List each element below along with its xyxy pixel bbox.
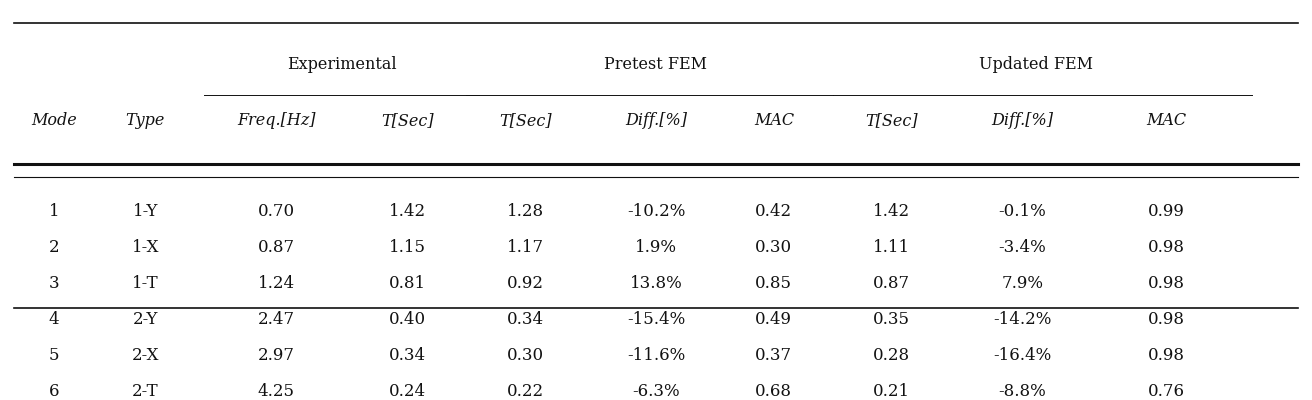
Text: MAC: MAC	[754, 112, 794, 129]
Text: 0.30: 0.30	[756, 239, 792, 256]
Text: 6: 6	[49, 383, 59, 400]
Text: 2.47: 2.47	[257, 311, 295, 328]
Text: 0.42: 0.42	[756, 203, 792, 220]
Text: 1.42: 1.42	[872, 203, 911, 220]
Text: Freq.[Hz]: Freq.[Hz]	[237, 112, 316, 129]
Text: 0.98: 0.98	[1148, 275, 1185, 292]
Text: -14.2%: -14.2%	[993, 311, 1052, 328]
Text: 4.25: 4.25	[258, 383, 295, 400]
Text: T[Sec]: T[Sec]	[866, 112, 918, 129]
Text: 2-Y: 2-Y	[133, 311, 157, 328]
Text: 13.8%: 13.8%	[630, 275, 682, 292]
Text: Experimental: Experimental	[287, 56, 396, 72]
Text: 0.40: 0.40	[388, 311, 426, 328]
Text: Diff.[%]: Diff.[%]	[625, 112, 687, 129]
Text: 1.17: 1.17	[506, 239, 543, 256]
Text: -3.4%: -3.4%	[998, 239, 1047, 256]
Text: -16.4%: -16.4%	[993, 347, 1052, 364]
Text: 0.35: 0.35	[874, 311, 911, 328]
Text: 2.97: 2.97	[258, 347, 295, 364]
Text: 1-X: 1-X	[131, 239, 159, 256]
Text: MAC: MAC	[1147, 112, 1186, 129]
Text: 1.11: 1.11	[872, 239, 911, 256]
Text: Updated FEM: Updated FEM	[979, 56, 1093, 72]
Text: 0.81: 0.81	[388, 275, 426, 292]
Text: 0.98: 0.98	[1148, 347, 1185, 364]
Text: 0.98: 0.98	[1148, 239, 1185, 256]
Text: 1.24: 1.24	[257, 275, 295, 292]
Text: 4: 4	[49, 311, 59, 328]
Text: Diff.[%]: Diff.[%]	[992, 112, 1054, 129]
Text: 2-X: 2-X	[131, 347, 159, 364]
Text: 0.37: 0.37	[756, 347, 792, 364]
Text: 0.98: 0.98	[1148, 311, 1185, 328]
Text: -11.6%: -11.6%	[627, 347, 685, 364]
Text: 0.34: 0.34	[506, 311, 543, 328]
Text: 1-T: 1-T	[133, 275, 159, 292]
Text: 0.49: 0.49	[756, 311, 792, 328]
Text: 7.9%: 7.9%	[1001, 275, 1043, 292]
Text: 0.28: 0.28	[872, 347, 911, 364]
Text: 1.15: 1.15	[388, 239, 426, 256]
Text: Type: Type	[126, 112, 165, 129]
Text: -8.8%: -8.8%	[998, 383, 1047, 400]
Text: -15.4%: -15.4%	[627, 311, 685, 328]
Text: 1-Y: 1-Y	[133, 203, 157, 220]
Text: 0.92: 0.92	[506, 275, 543, 292]
Text: -0.1%: -0.1%	[998, 203, 1047, 220]
Text: 0.87: 0.87	[257, 239, 295, 256]
Text: 0.22: 0.22	[506, 383, 543, 400]
Text: Mode: Mode	[31, 112, 76, 129]
Text: 0.68: 0.68	[756, 383, 792, 400]
Text: 1.42: 1.42	[388, 203, 426, 220]
Text: -10.2%: -10.2%	[627, 203, 685, 220]
Text: 2-T: 2-T	[133, 383, 159, 400]
Text: 1: 1	[49, 203, 59, 220]
Text: 0.76: 0.76	[1148, 383, 1185, 400]
Text: 5: 5	[49, 347, 59, 364]
Text: 1.9%: 1.9%	[635, 239, 677, 256]
Text: 1.28: 1.28	[506, 203, 543, 220]
Text: 0.34: 0.34	[388, 347, 426, 364]
Text: 0.21: 0.21	[872, 383, 911, 400]
Text: 0.24: 0.24	[388, 383, 426, 400]
Text: 3: 3	[49, 275, 59, 292]
Text: T[Sec]: T[Sec]	[380, 112, 433, 129]
Text: 2: 2	[49, 239, 59, 256]
Text: T[Sec]: T[Sec]	[499, 112, 551, 129]
Text: Pretest FEM: Pretest FEM	[605, 56, 707, 72]
Text: 0.30: 0.30	[506, 347, 543, 364]
Text: 0.87: 0.87	[872, 275, 911, 292]
Text: 0.85: 0.85	[756, 275, 792, 292]
Text: -6.3%: -6.3%	[632, 383, 680, 400]
Text: 0.70: 0.70	[257, 203, 295, 220]
Text: 0.99: 0.99	[1148, 203, 1185, 220]
